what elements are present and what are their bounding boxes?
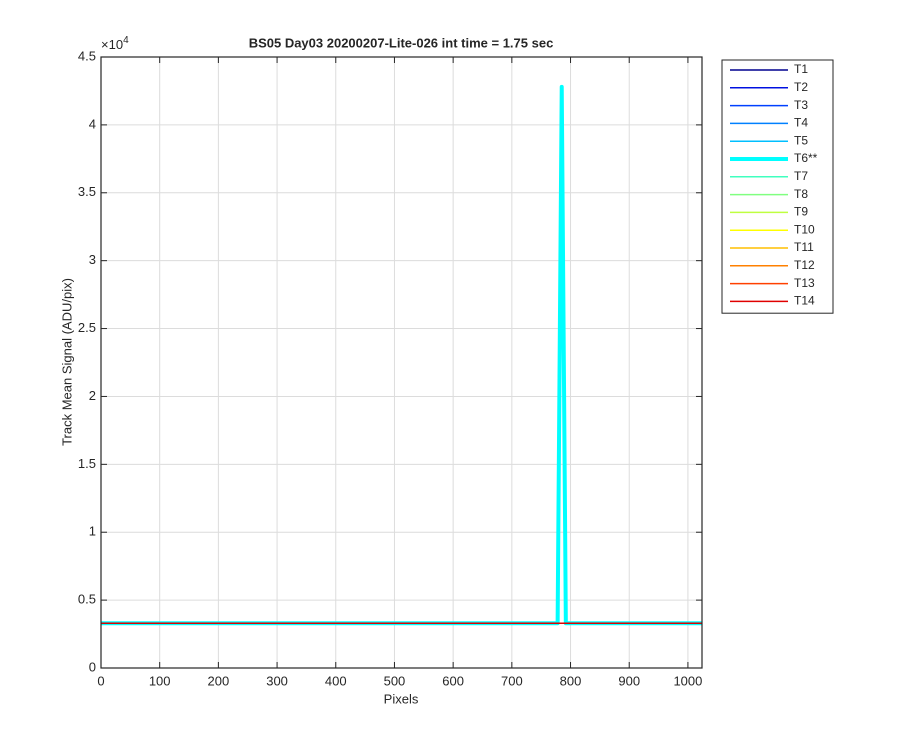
y-tick-label: 0: [89, 659, 96, 674]
legend-label: T3: [794, 98, 808, 112]
y-tick-label: 2: [89, 388, 96, 403]
legend-label: T12: [794, 258, 815, 272]
y-tick-label: 1: [89, 524, 96, 539]
x-tick-label: 800: [560, 673, 582, 688]
legend-label: T9: [794, 205, 808, 219]
y-tick-label: 4.5: [78, 48, 96, 63]
y-axis-label: Track Mean Signal (ADU/pix): [59, 278, 74, 446]
x-tick-label: 600: [442, 673, 464, 688]
legend: T1 T2 T3 T4 T5 T6** T7 T8 T9 T10 T11 T12 T13 T14: [721, 59, 834, 314]
legend-label: T11: [794, 240, 814, 254]
y-tick-label: 0.5: [78, 592, 96, 607]
chart-title: BS05 Day03 20200207-Lite-026 int time = …: [249, 35, 554, 50]
lines: [101, 84, 702, 626]
x-tick-label: 1000: [673, 673, 702, 688]
legend-label: T7: [794, 169, 808, 183]
y-exponent-power: 4: [123, 35, 129, 46]
plot-area: [101, 57, 702, 668]
legend-label: T10: [794, 222, 815, 236]
legend-box: [721, 59, 834, 314]
y-tick-label: 2.5: [78, 320, 96, 335]
legend-label: T1: [794, 62, 808, 76]
x-tick-label: 700: [501, 673, 523, 688]
legend-label: T13: [794, 276, 815, 290]
legend-label: T8: [794, 187, 808, 201]
x-tick-label: 400: [325, 673, 347, 688]
legend-label: T6**: [794, 151, 818, 165]
ticks: 0 100 200 300 400 500 600 700 800 900 1000 0 0.5 1 1.5…: [78, 48, 702, 688]
x-tick-label: 300: [266, 673, 288, 688]
y-tick-label: 1.5: [78, 456, 96, 471]
legend-label: T14: [794, 294, 815, 308]
x-axis-label: Pixels: [384, 691, 419, 706]
y-tick-label: 4: [89, 116, 96, 131]
axes-box: [100, 56, 703, 669]
x-tick-label: 900: [618, 673, 640, 688]
legend-label: T4: [794, 116, 808, 130]
y-exponent: ×104: [101, 35, 129, 53]
y-exponent-base: ×10: [101, 37, 123, 52]
x-tick-label: 500: [384, 673, 406, 688]
x-tick-label: 100: [149, 673, 171, 688]
legend-label: T2: [794, 80, 808, 94]
x-tick-label: 0: [97, 673, 104, 688]
y-tick-label: 3.5: [78, 184, 96, 199]
x-tick-label: 200: [208, 673, 230, 688]
y-tick-label: 3: [89, 252, 96, 267]
legend-label: T5: [794, 133, 808, 147]
